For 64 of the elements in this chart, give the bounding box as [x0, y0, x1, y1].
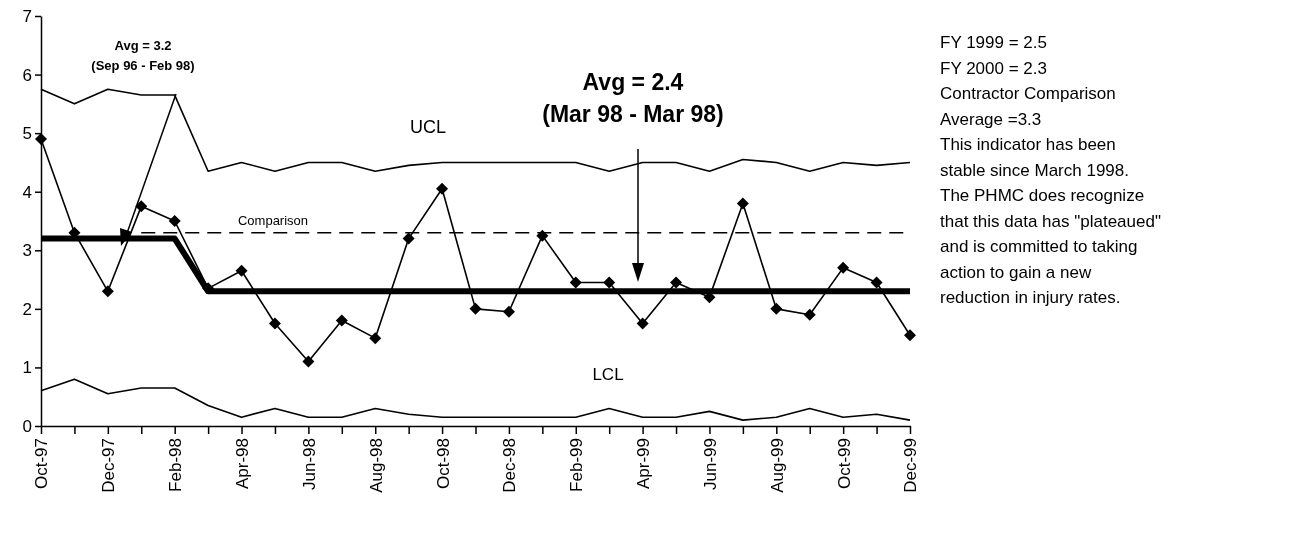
- y-tick-label: 5: [22, 124, 32, 144]
- text: The PHMC does recognize: [940, 186, 1145, 205]
- x-tick-label: Feb-98: [166, 438, 186, 492]
- text: that this data has "plateaued": [940, 211, 1161, 231]
- x-tick-label: Jun-99: [700, 438, 720, 490]
- annotation: Avg = 3.2: [114, 38, 172, 53]
- point: [837, 261, 850, 274]
- point: [101, 285, 114, 298]
- x-tick-label: Dec-98: [500, 438, 520, 493]
- point: [736, 197, 749, 210]
- x-tick-label: Aug-99: [767, 438, 787, 493]
- series-label: Comparison: [237, 213, 309, 228]
- point: [436, 182, 449, 195]
- annotation: (Sep 96 - Feb 98): [91, 58, 195, 73]
- point: [469, 302, 482, 315]
- y-tick-label: 7: [22, 6, 32, 26]
- x-tick-label: Oct-97: [32, 438, 52, 490]
- text: FY 1999 = 2.5: [940, 33, 1047, 52]
- text: action to gain a new: [940, 262, 1092, 282]
- text: Contractor Comparison: [940, 84, 1116, 103]
- y-tick-label: 2: [22, 299, 32, 319]
- annotation: (Mar 98 - Mar 98): [542, 101, 724, 127]
- x-tick-label: Feb-99: [567, 438, 587, 492]
- x-tick-label: Oct-98: [433, 438, 453, 490]
- point: [235, 264, 248, 277]
- series-label: LCL: [592, 365, 624, 384]
- x-tick-label: Oct-99: [834, 438, 854, 490]
- point: [302, 355, 315, 368]
- y-tick-label: 4: [22, 182, 32, 202]
- text: This indicator has been: [940, 135, 1116, 154]
- point: [770, 302, 783, 315]
- y-tick-label: 6: [22, 65, 32, 85]
- text: stable since March 1998.: [940, 160, 1129, 180]
- point: [369, 332, 382, 345]
- point: [168, 215, 181, 227]
- y-tick-label: 0: [22, 416, 32, 436]
- text: FY 2000 = 2.3: [940, 58, 1047, 78]
- point: [536, 229, 549, 242]
- x-tick-label: Apr-99: [634, 438, 654, 490]
- point: [904, 329, 916, 342]
- point: [135, 200, 148, 213]
- y-tick-label: 3: [22, 241, 32, 261]
- annotation: Avg = 2.4: [582, 69, 684, 95]
- point: [870, 276, 883, 289]
- point: [569, 276, 582, 289]
- text: reduction in injury rates.: [940, 288, 1121, 307]
- point: [335, 314, 348, 327]
- text: and is committed to taking: [940, 237, 1138, 256]
- series-label: UCL: [409, 117, 447, 137]
- x-tick-label: Dec-99: [901, 438, 921, 493]
- x-tick-label: Aug-98: [366, 438, 386, 493]
- point: [202, 282, 215, 295]
- point: [803, 308, 816, 321]
- x-tick-label: Apr-98: [232, 438, 252, 490]
- point: [603, 276, 616, 289]
- x-tick-label: Dec-97: [99, 438, 119, 493]
- point: [502, 305, 515, 318]
- point: [636, 317, 649, 330]
- y-tick-label: 1: [22, 358, 32, 378]
- point: [268, 317, 281, 330]
- x-tick-label: Jun-98: [299, 438, 319, 490]
- text: Average =3.3: [940, 109, 1042, 129]
- point: [402, 232, 415, 245]
- point: [670, 276, 683, 289]
